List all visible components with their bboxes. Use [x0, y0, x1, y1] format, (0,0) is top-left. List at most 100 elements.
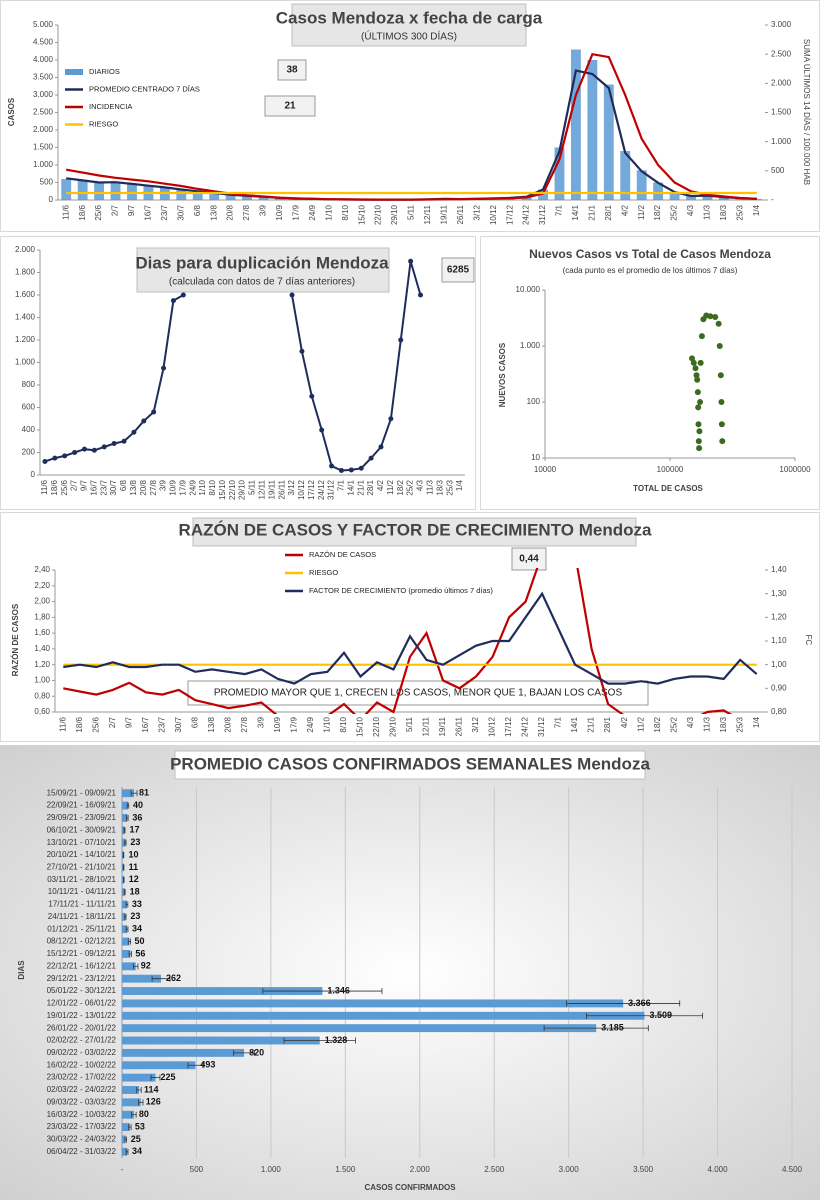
data-label: 493 — [200, 1060, 215, 1070]
x-tick-label: 11/2 — [637, 204, 646, 220]
x-tick-label: 14/1 — [571, 204, 580, 220]
marker — [141, 418, 147, 424]
x-tick-label: 9/7 — [127, 204, 136, 216]
data-label: 1.328 — [325, 1035, 348, 1045]
x-tick-label: 11/3 — [426, 479, 435, 495]
y-tick-label: 29/12/21 - 23/12/21 — [47, 974, 117, 983]
annotation: 21 — [284, 101, 296, 112]
x-tick-label: 18/6 — [50, 479, 59, 495]
y2-tick-label: 500 — [771, 166, 785, 175]
x-tick-label: 4/2 — [620, 716, 629, 728]
x-tick-label: 18/2 — [653, 716, 662, 732]
y-tick-label: 0,80 — [34, 691, 50, 700]
x-tick-label: 8/10 — [341, 204, 350, 220]
x-tick-label: 1.500 — [335, 1165, 356, 1174]
marker — [151, 409, 157, 415]
y-tick-label: 01/12/21 - 25/11/21 — [47, 924, 116, 933]
chart-title: Casos Mendoza x fecha de carga — [276, 8, 543, 27]
bar — [122, 863, 124, 872]
x-tick-label: 1/10 — [198, 479, 207, 495]
title-box — [192, 517, 637, 547]
x-tick-label: 24/12 — [317, 479, 326, 500]
x-tick-label: 5/11 — [407, 204, 416, 220]
x-tick-label: 1/4 — [455, 479, 464, 491]
data-label: 3.185 — [601, 1023, 624, 1033]
point — [695, 404, 702, 411]
point — [695, 421, 702, 428]
panel — [0, 745, 820, 1200]
y-tick-label: 29/09/21 - 23/09/21 — [47, 813, 117, 822]
legend-label: INCIDENCIA — [89, 102, 132, 111]
x-tick-label: 25/3 — [735, 204, 744, 220]
x-tick-label: 10/12 — [297, 479, 306, 500]
bar — [258, 196, 269, 200]
data-label: 56 — [135, 948, 145, 958]
x-tick-label: 12/11 — [422, 716, 431, 736]
annotation: 0,44 — [519, 554, 539, 565]
x-tick-label: 1/4 — [752, 716, 761, 728]
y-tick-label: 2.000 — [15, 245, 36, 254]
annotation: PROMEDIO MAYOR QUE 1, CRECEN LOS CASOS, … — [214, 688, 623, 699]
x-tick-label: 6/8 — [190, 716, 199, 728]
data-label: 820 — [249, 1047, 264, 1057]
title-box — [136, 247, 390, 293]
x-tick-label: 22/10 — [374, 204, 383, 225]
y-tick-label: 17/11/21 - 11/11/21 — [48, 900, 116, 909]
x-tick-label: 6/8 — [193, 204, 202, 216]
y-tick-label: 1.800 — [15, 268, 36, 277]
x-tick-label: 11/6 — [61, 204, 70, 220]
y2-axis-title: SUMA ÚLTIMOS 14 DÍAS / 100.000 HAB — [802, 39, 811, 185]
bar — [122, 1011, 645, 1020]
x-tick-label: 3/9 — [259, 204, 268, 216]
x-tick-label: 17/12 — [504, 716, 513, 737]
marker — [348, 467, 354, 473]
x-tick-label: 4/2 — [376, 479, 385, 491]
y-tick-label: 10.000 — [516, 285, 541, 294]
x-tick-label: 25/2 — [406, 479, 415, 495]
point — [695, 438, 702, 445]
x-tick-label: 4/3 — [686, 716, 695, 728]
bar — [122, 912, 126, 921]
marker — [309, 393, 315, 399]
marker — [72, 450, 78, 455]
y-tick-label: 2.500 — [33, 108, 54, 117]
x-tick-label: 31/12 — [537, 716, 546, 737]
x-tick-label: 30/7 — [174, 716, 183, 732]
y-tick-label: 1.000 — [33, 160, 54, 169]
y-tick-label: 06/10/21 - 30/09/21 — [47, 825, 117, 834]
bar — [122, 999, 624, 1008]
x-tick-label: 4/3 — [686, 204, 695, 216]
marker — [398, 337, 404, 343]
y-tick-label: 1.000 — [520, 341, 541, 350]
data-label: 53 — [135, 1121, 145, 1131]
annotation: 38 — [286, 65, 298, 76]
x-tick-label: 23/7 — [157, 716, 166, 732]
data-label: 11 — [129, 862, 139, 872]
bar — [122, 826, 125, 835]
marker — [62, 453, 68, 459]
y2-axis-title: FC — [804, 635, 813, 646]
marker — [170, 298, 176, 304]
x-tick-label: 29/10 — [390, 204, 399, 225]
marker — [418, 292, 424, 298]
x-tick-label: 26/11 — [455, 716, 464, 736]
data-label: 262 — [166, 973, 181, 983]
x-tick-label: 22/10 — [228, 479, 237, 500]
x-tick-label: 19/11 — [439, 204, 448, 224]
title-box — [291, 3, 527, 47]
data-label: 23 — [130, 911, 140, 921]
point — [712, 313, 719, 320]
series-line — [66, 52, 757, 201]
data-label: 25 — [131, 1134, 141, 1144]
point — [692, 365, 699, 372]
x-tick-label: 29/10 — [389, 716, 398, 737]
marker — [299, 348, 305, 354]
y-tick-label: 05/01/22 - 30/12/21 — [47, 986, 117, 995]
point — [696, 428, 703, 435]
y-tick-label: 1,80 — [34, 612, 50, 621]
chart-subtitle: (calculada con datos de 7 días anteriore… — [169, 277, 355, 288]
data-label: 80 — [139, 1109, 149, 1119]
bar — [122, 1135, 126, 1144]
x-tick-label: 4/2 — [620, 204, 629, 216]
